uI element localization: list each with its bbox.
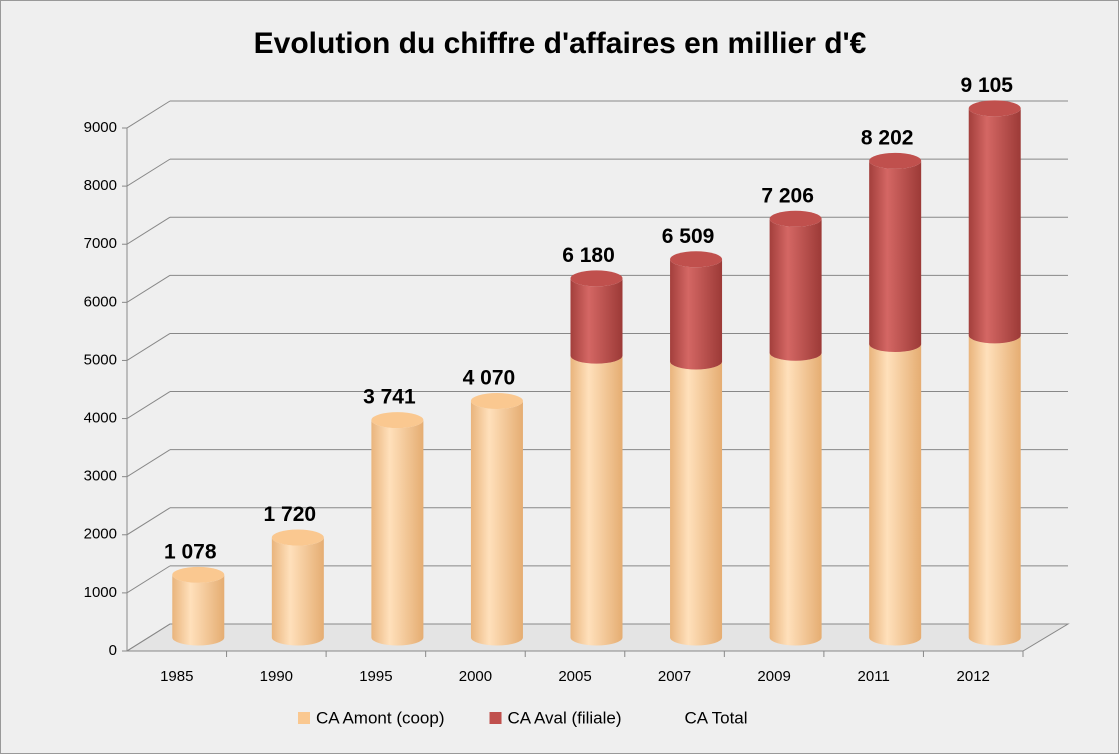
y-tick-label: 7000 bbox=[84, 235, 117, 252]
data-label: 9 105 bbox=[960, 74, 1013, 97]
x-tick-label: 2011 bbox=[858, 668, 890, 685]
y-tick-label: 4000 bbox=[84, 410, 117, 427]
bar bbox=[869, 344, 922, 646]
bar-top bbox=[769, 210, 822, 227]
y-tick-label: 2000 bbox=[84, 526, 117, 543]
bar-top bbox=[570, 270, 623, 287]
grid-line bbox=[126, 158, 171, 187]
bar-top bbox=[869, 152, 922, 169]
bar bbox=[869, 160, 922, 353]
legend-swatch bbox=[489, 712, 502, 724]
y-tick-label: 9000 bbox=[84, 119, 117, 136]
x-tick-label: 2009 bbox=[757, 668, 790, 685]
data-label: 1 720 bbox=[264, 503, 317, 526]
bar-top bbox=[172, 566, 225, 583]
data-label: 6 180 bbox=[562, 244, 615, 267]
bar bbox=[172, 574, 225, 646]
bar-top bbox=[371, 412, 424, 429]
data-label: 7 206 bbox=[761, 184, 814, 207]
x-tick-label: 2005 bbox=[558, 668, 591, 685]
legend-label: CA Aval (filiale) bbox=[508, 708, 622, 727]
bar bbox=[968, 335, 1021, 646]
y-tick-label: 8000 bbox=[84, 177, 117, 194]
grid-line bbox=[126, 449, 171, 478]
grid-line bbox=[126, 507, 171, 536]
bar bbox=[670, 259, 723, 370]
y-tick-label: 1000 bbox=[84, 584, 117, 601]
bar bbox=[968, 108, 1021, 344]
grid-line bbox=[126, 565, 171, 594]
data-label: 4 070 bbox=[463, 367, 516, 390]
bar-top bbox=[968, 100, 1021, 117]
bar bbox=[570, 355, 623, 646]
grid-line bbox=[126, 216, 171, 245]
y-tick-label: 0 bbox=[109, 642, 117, 659]
x-tick-label: 2007 bbox=[658, 668, 691, 685]
bar bbox=[271, 537, 324, 646]
data-label: 1 078 bbox=[164, 540, 217, 563]
x-tick-label: 1985 bbox=[160, 668, 193, 685]
bar bbox=[470, 400, 523, 646]
grid-line bbox=[126, 100, 171, 129]
y-tick-label: 6000 bbox=[84, 293, 117, 310]
grid-line bbox=[126, 391, 171, 419]
legend-label: CA Total bbox=[685, 708, 748, 727]
x-tick-label: 1995 bbox=[359, 668, 392, 685]
x-tick-label: 2012 bbox=[957, 668, 990, 685]
legend-swatch bbox=[298, 712, 310, 724]
bar bbox=[670, 361, 723, 646]
x-tick-label: 1990 bbox=[260, 668, 293, 685]
y-tick-label: 3000 bbox=[84, 468, 117, 485]
bar bbox=[570, 278, 623, 364]
grid-line bbox=[126, 333, 171, 361]
legend-label: CA Amont (coop) bbox=[316, 708, 445, 727]
chart-title: Evolution du chiffre d'affaires en milli… bbox=[254, 27, 867, 60]
data-label: 3 741 bbox=[363, 386, 416, 409]
grid-line bbox=[126, 274, 171, 303]
bar-top bbox=[670, 251, 723, 268]
bar bbox=[769, 352, 822, 646]
x-tick-label: 2000 bbox=[459, 668, 492, 685]
bar bbox=[769, 218, 822, 361]
bar-top bbox=[470, 392, 523, 409]
y-tick-label: 5000 bbox=[84, 351, 117, 368]
bar bbox=[371, 420, 424, 646]
data-label: 8 202 bbox=[861, 126, 914, 149]
grid-line bbox=[126, 623, 171, 652]
data-label: 6 509 bbox=[662, 225, 715, 248]
bar-top bbox=[271, 529, 324, 546]
